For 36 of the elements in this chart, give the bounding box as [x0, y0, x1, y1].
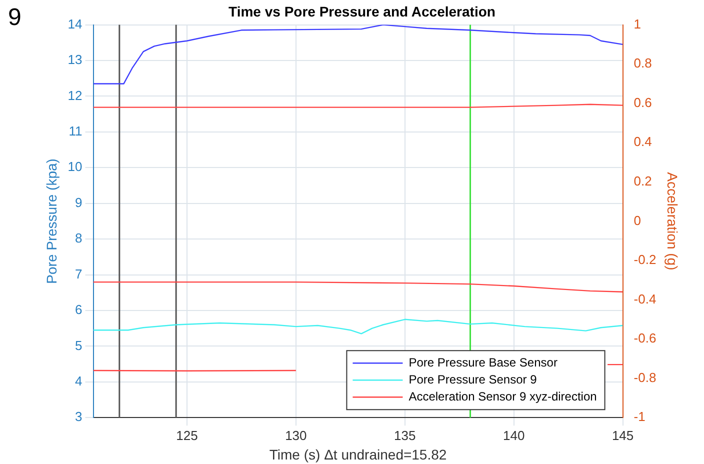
y-tick-label: 6	[75, 302, 82, 318]
y2-tick-label: 0	[634, 212, 642, 228]
y2-tick-label: 0.2	[634, 174, 652, 188]
y2-tick-label: -1	[634, 409, 646, 424]
y2-tick-label: -0.6	[634, 330, 656, 346]
y-tick-label: 8	[75, 230, 82, 246]
y-tick-label: 13	[68, 52, 82, 68]
y2-tick-label: 0.6	[634, 94, 652, 110]
legend-label: Pore Pressure Sensor 9	[408, 372, 538, 386]
y-tick-label: 11	[68, 124, 82, 139]
x-tick-label: 135	[394, 428, 416, 443]
y-tick-label: 3	[75, 409, 82, 424]
x-tick-label: 130	[285, 428, 307, 443]
y2-tick-label: -0.4	[634, 291, 656, 306]
y-tick-label: 12	[68, 88, 82, 103]
y-tick-label: 7	[75, 266, 82, 282]
y-tick-label: 5	[75, 338, 82, 353]
y2-tick-label: -0.2	[634, 252, 656, 268]
y2-tick-label: 1	[634, 16, 642, 32]
y-tick-label: 10	[68, 159, 82, 174]
y2-tick-label: 0.4	[634, 134, 652, 150]
x-tick-label: 125	[176, 428, 198, 443]
y-tick-label: 4	[75, 373, 82, 388]
x-tick-label: 140	[502, 428, 525, 443]
y-tick-label: 14	[68, 16, 82, 32]
x-tick-label: 145	[612, 428, 634, 443]
y2-tick-label: -0.8	[634, 370, 656, 385]
legend-label: Acceleration Sensor 9 xyz-direction	[408, 389, 597, 404]
y2-axis-title: Acceleration (g)	[664, 172, 681, 270]
y2-tick-label: 0.8	[634, 56, 652, 71]
chart-title: Time vs Pore Pressure and Acceleration	[228, 3, 496, 20]
x-axis-title: Time (s) Δt undrained=15.82	[269, 446, 447, 462]
y-axis-title: Pore Pressure (kpa)	[43, 158, 60, 284]
legend-label: Pore Pressure Base Sensor	[408, 355, 558, 370]
text: 9	[8, 4, 22, 32]
y-tick-label: 9	[75, 194, 82, 210]
